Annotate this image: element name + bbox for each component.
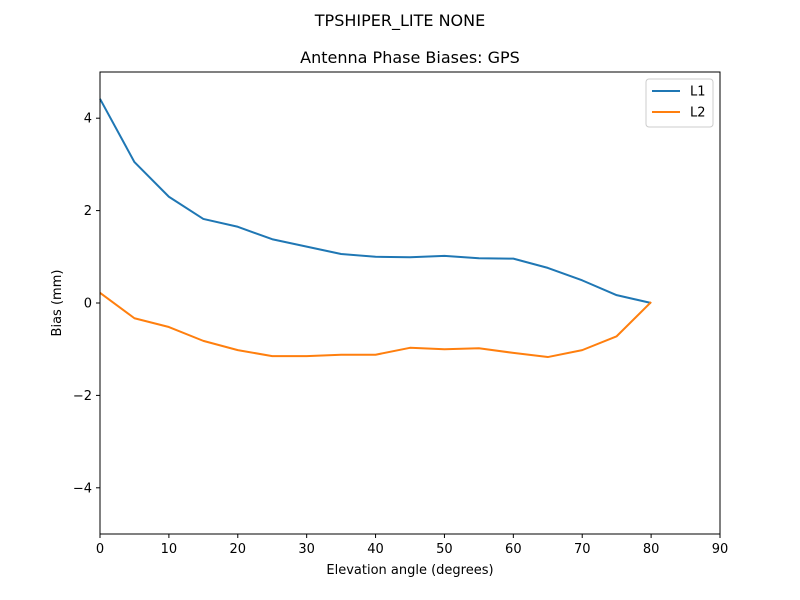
x-tick-label: 50 <box>436 542 453 557</box>
x-tick-label: 20 <box>230 542 247 557</box>
chart-title: Antenna Phase Biases: GPS <box>300 48 520 67</box>
figure-suptitle: TPSHIPER_LITE NONE <box>314 11 485 31</box>
legend-label-l1: L1 <box>690 85 706 100</box>
plot-series <box>99 98 652 359</box>
y-tick-label: 4 <box>84 112 92 127</box>
y-tick-label: −4 <box>73 481 92 496</box>
x-axis-label: Elevation angle (degrees) <box>326 563 493 578</box>
y-tick-label: 2 <box>84 204 92 219</box>
y-tick-label: −2 <box>73 389 92 404</box>
x-tick-label: 10 <box>161 542 178 557</box>
legend-label-l2: L2 <box>690 106 706 121</box>
x-tick-label: 60 <box>505 542 522 557</box>
x-tick-label: 30 <box>298 542 315 557</box>
x-tick-label: 70 <box>574 542 591 557</box>
y-axis-ticks: −4 −2 0 2 4 <box>73 112 100 496</box>
plot-frame <box>99 71 721 535</box>
series-line-l1 <box>99 98 652 304</box>
x-tick-label: 40 <box>367 542 384 557</box>
x-tick-label: 90 <box>712 542 729 557</box>
x-tick-label: 0 <box>96 542 104 557</box>
y-axis-label: Bias (mm) <box>50 270 65 337</box>
y-tick-label: 0 <box>84 297 92 312</box>
x-tick-label: 80 <box>643 542 660 557</box>
x-axis-ticks: 0 10 20 30 40 50 60 70 80 90 <box>96 534 728 557</box>
series-line-l2 <box>99 292 652 359</box>
